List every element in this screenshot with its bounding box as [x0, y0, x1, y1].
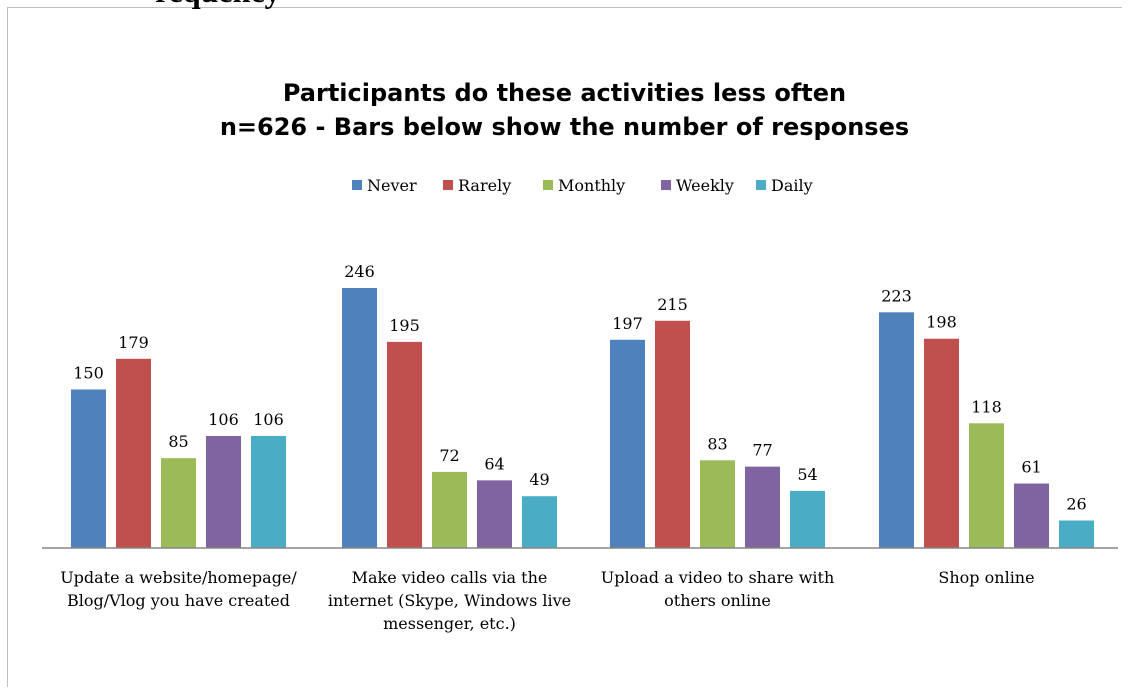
bar-monthly-2 — [700, 460, 735, 548]
bar-monthly-3 — [969, 423, 1004, 548]
category-label-2-line-1: others online — [664, 591, 771, 610]
bar-rarely-0 — [116, 358, 151, 548]
data-label-daily-3: 26 — [1066, 495, 1086, 514]
category-label-1-line-0: Make video calls via the — [352, 568, 548, 587]
legend-label-rarely: Rarely — [458, 176, 511, 195]
category-labels-group: Update a website/homepage/Blog/Vlog you … — [60, 568, 1034, 633]
bar-rarely-3 — [924, 338, 959, 548]
data-label-never-3: 223 — [881, 286, 912, 305]
data-label-daily-1: 49 — [529, 470, 549, 489]
bar-daily-2 — [790, 490, 825, 548]
bars-group — [71, 288, 1094, 548]
legend-swatch-monthly — [543, 180, 553, 190]
category-label-0-line-1: Blog/Vlog you have created — [67, 591, 290, 610]
data-label-never-0: 150 — [73, 363, 104, 382]
data-label-weekly-1: 64 — [484, 454, 504, 473]
bar-monthly-1 — [432, 471, 467, 548]
data-label-daily-0: 106 — [253, 410, 284, 429]
bar-monthly-0 — [161, 458, 196, 548]
data-label-daily-2: 54 — [797, 465, 817, 484]
legend-label-never: Never — [367, 176, 417, 195]
legend-swatch-weekly — [661, 180, 671, 190]
data-label-monthly-0: 85 — [168, 432, 188, 451]
data-label-weekly-2: 77 — [752, 441, 772, 460]
data-label-weekly-3: 61 — [1021, 458, 1041, 477]
bar-never-2 — [610, 339, 645, 548]
data-label-monthly-2: 83 — [707, 434, 727, 453]
bar-rarely-1 — [387, 341, 422, 548]
category-label-3-line-0: Shop online — [938, 568, 1034, 587]
bar-daily-1 — [522, 496, 557, 548]
bar-weekly-1 — [477, 480, 512, 548]
legend-swatch-daily — [756, 180, 766, 190]
data-label-never-2: 197 — [612, 314, 643, 333]
legend-label-weekly: Weekly — [676, 176, 734, 195]
chart-subtitle: n=626 - Bars below show the number of re… — [219, 113, 910, 141]
bar-weekly-0 — [206, 435, 241, 548]
bar-never-3 — [879, 312, 914, 548]
data-label-rarely-0: 179 — [118, 333, 149, 352]
data-label-rarely-3: 198 — [926, 313, 957, 332]
data-label-rarely-2: 215 — [657, 295, 688, 314]
chart-title: Participants do these activities less of… — [282, 79, 847, 107]
legend: Never Rarely Monthly Weekly Daily — [352, 176, 813, 195]
data-labels-group: 150 246 197 223 179 195 215 198 85 72 83 118 106 64 77… — [73, 262, 1086, 514]
category-label-2-line-0: Upload a video to share with — [601, 568, 835, 587]
category-label-1-line-1: internet (Skype, Windows live — [328, 591, 571, 610]
data-label-rarely-1: 195 — [389, 316, 420, 335]
data-label-never-1: 246 — [344, 262, 375, 281]
legend-label-monthly: Monthly — [558, 176, 625, 195]
chart-frame — [7, 7, 1122, 687]
bar-daily-0 — [251, 435, 286, 548]
bar-never-0 — [71, 389, 106, 548]
bar-weekly-3 — [1014, 483, 1049, 548]
bar-rarely-2 — [655, 320, 690, 548]
bar-weekly-2 — [745, 466, 780, 548]
legend-swatch-rarely — [443, 180, 453, 190]
category-label-0-line-0: Update a website/homepage/ — [60, 568, 297, 587]
data-label-monthly-1: 72 — [439, 446, 459, 465]
bar-never-1 — [342, 288, 377, 548]
legend-label-daily: Daily — [771, 176, 813, 195]
bar-daily-3 — [1059, 520, 1094, 548]
legend-swatch-never — [352, 180, 362, 190]
clipped-heading: requency — [155, 0, 281, 10]
data-label-monthly-3: 118 — [971, 397, 1002, 416]
data-label-weekly-0: 106 — [208, 410, 239, 429]
category-label-1-line-2: messenger, etc.) — [383, 614, 516, 633]
